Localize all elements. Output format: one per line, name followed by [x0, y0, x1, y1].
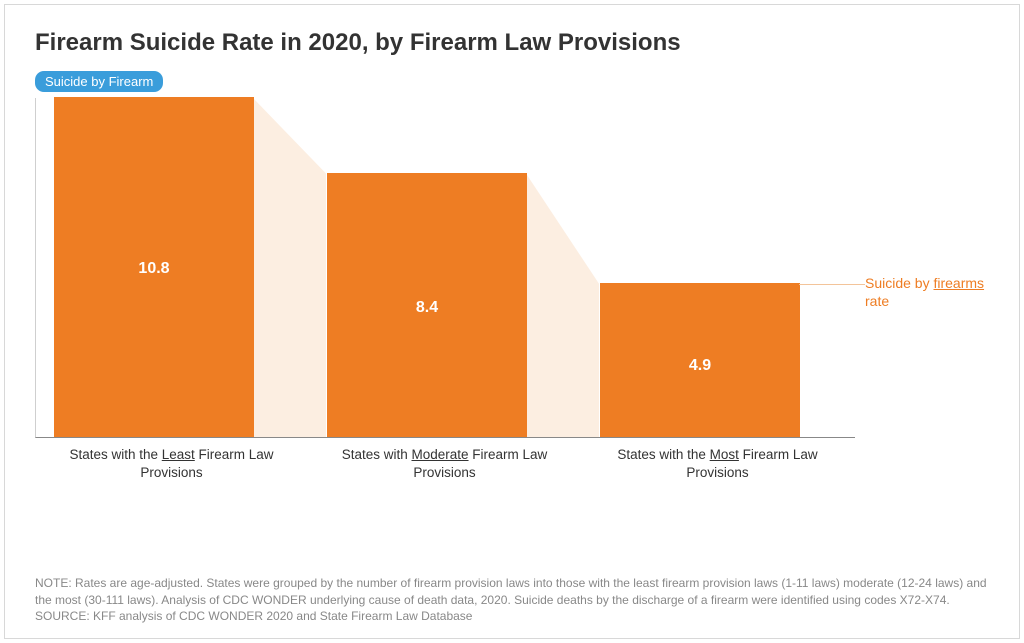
callout-line — [799, 284, 865, 285]
source-text: SOURCE: KFF analysis of CDC WONDER 2020 … — [35, 608, 989, 624]
bar-value-label: 10.8 — [54, 260, 254, 278]
callout-pre: Suicide by — [865, 275, 933, 291]
footnotes: NOTE: Rates are age-adjusted. States wer… — [35, 575, 989, 624]
x-label: States with the Most Firearm Law Provisi… — [581, 442, 854, 481]
plot-area: 10.8 8.4 4.9 — [35, 98, 855, 438]
x-axis-labels: States with the Least Firearm Law Provis… — [35, 442, 855, 481]
series-callout: Suicide by firearms rate — [865, 274, 995, 310]
bar: 10.8 — [54, 97, 254, 437]
legend-badge: Suicide by Firearm — [35, 71, 163, 92]
bar: 8.4 — [327, 173, 527, 437]
chart-title: Firearm Suicide Rate in 2020, by Firearm… — [35, 29, 989, 57]
x-label: States with Moderate Firearm Law Provisi… — [308, 442, 581, 481]
bar: 4.9 — [600, 283, 800, 437]
chart-card: Firearm Suicide Rate in 2020, by Firearm… — [4, 4, 1020, 639]
chart-wrap: 10.8 8.4 4.9 States with the Least Firearm… — [35, 98, 995, 478]
callout-underline: firearms — [933, 275, 984, 291]
x-label: States with the Least Firearm Law Provis… — [35, 442, 308, 481]
bar-value-label: 8.4 — [327, 299, 527, 317]
callout-post: rate — [865, 293, 889, 309]
bar-value-label: 4.9 — [600, 357, 800, 375]
note-text: NOTE: Rates are age-adjusted. States wer… — [35, 575, 989, 607]
